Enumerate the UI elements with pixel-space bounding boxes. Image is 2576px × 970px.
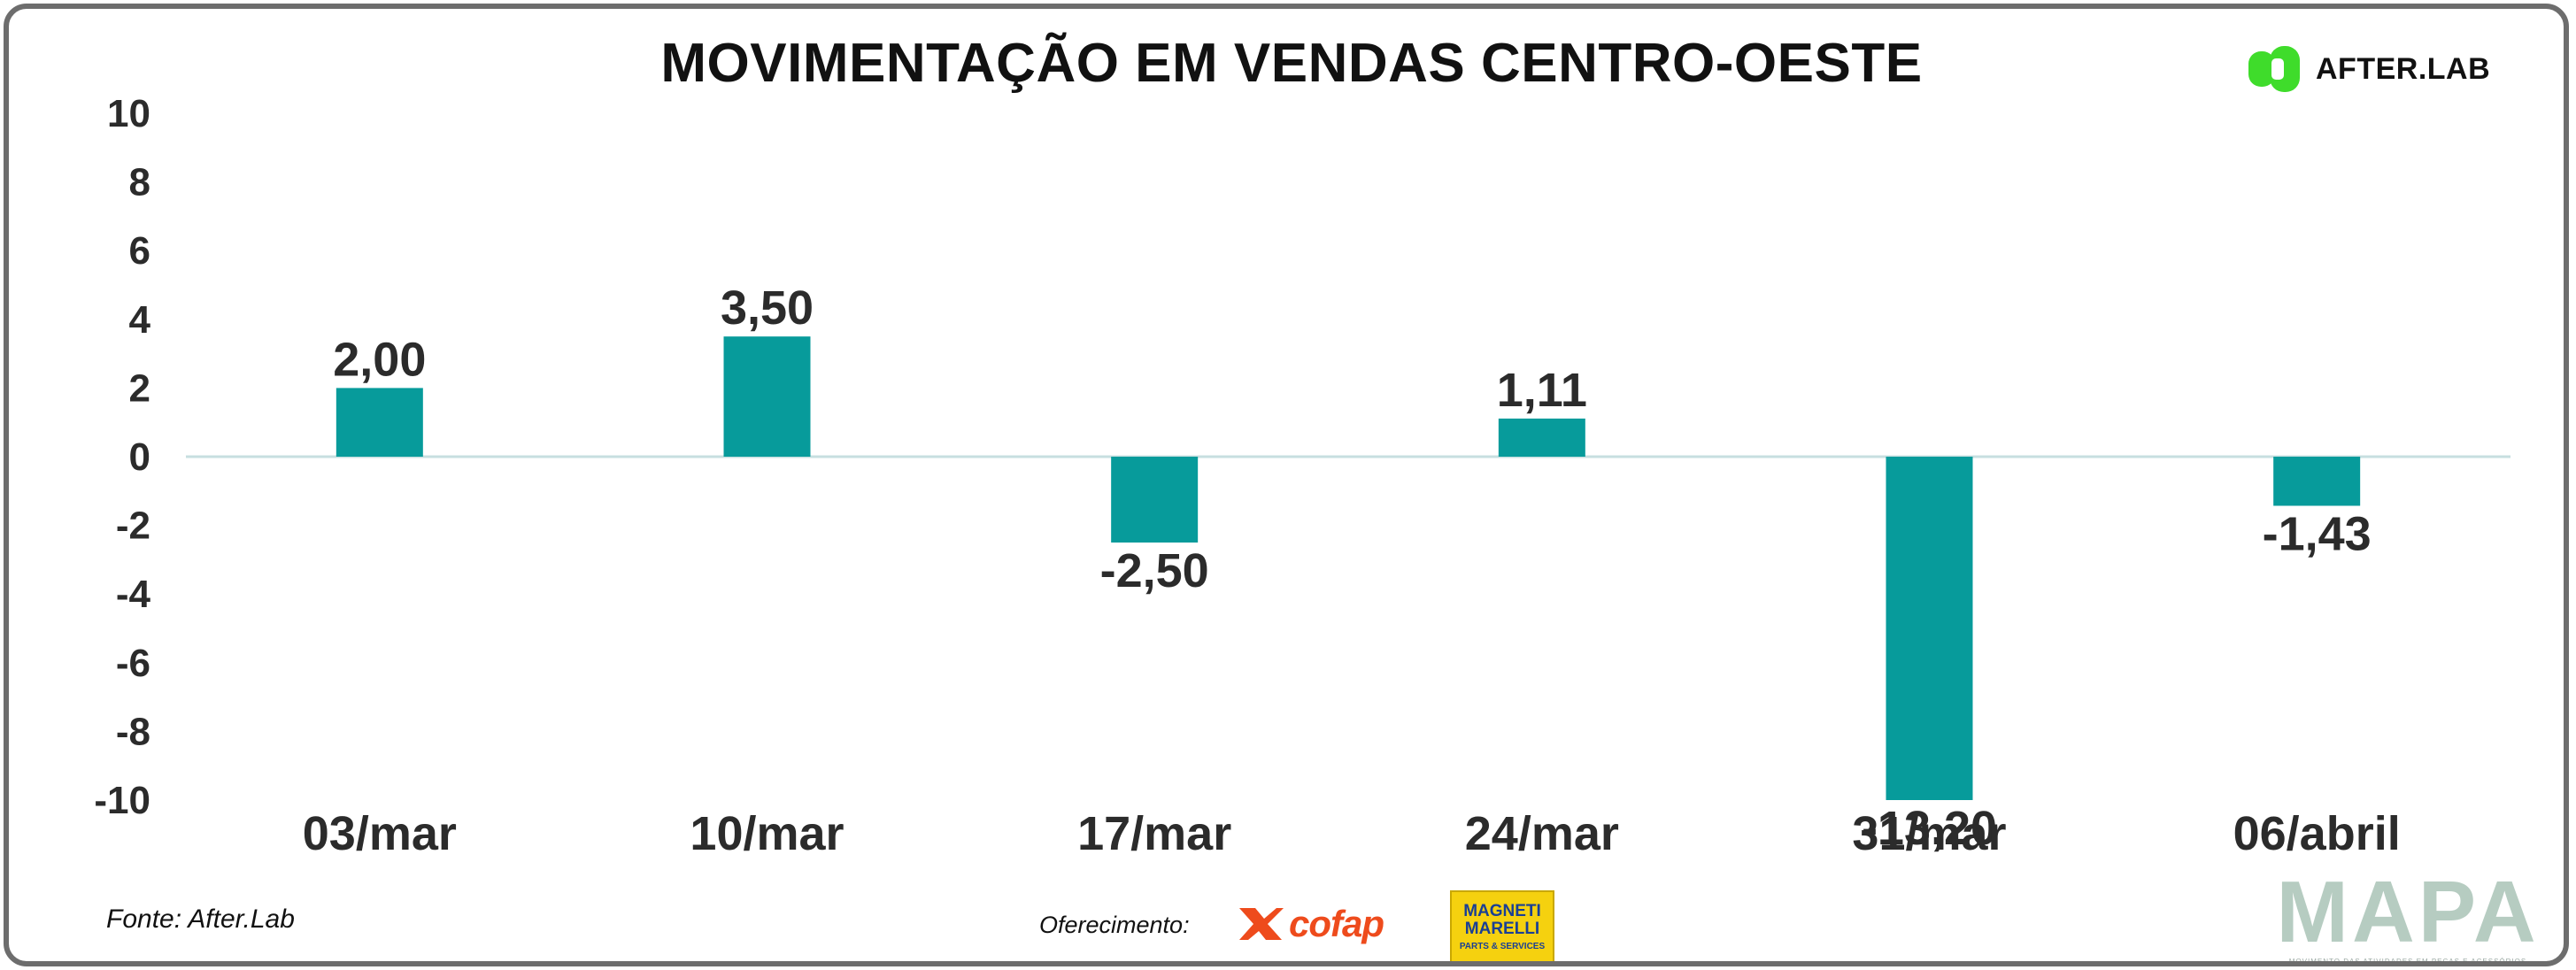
mapa-logo: MAPA — [2276, 863, 2540, 960]
bar — [723, 336, 811, 457]
afterlab-mark-icon — [2248, 46, 2300, 92]
y-axis: 10 8 6 4 2 0 -2 -4 -6 -8 -10 — [94, 92, 150, 822]
cofap-logo-text: cofap — [1289, 903, 1384, 944]
bar — [335, 388, 423, 457]
y-tick-label: -6 — [116, 642, 150, 685]
magneti-marelli-subtitle: PARTS & SERVICES — [1459, 941, 1546, 951]
sponsor-label: Oferecimento: — [1039, 912, 1190, 938]
chart-frame: MOVIMENTAÇÃO EM VENDAS CENTRO-OESTE AFTE… — [4, 4, 2569, 966]
bar — [1886, 457, 1973, 800]
chart-title: MOVIMENTAÇÃO EM VENDAS CENTRO-OESTE — [660, 33, 1923, 94]
y-tick-label: 6 — [129, 229, 150, 273]
cofap-logo: cofap — [1238, 903, 1384, 945]
afterlab-logo-text: AFTER.LAB — [2316, 51, 2491, 86]
data-label: 1,11 — [1497, 364, 1587, 417]
source-note: Fonte: After.Lab — [106, 905, 295, 934]
data-label: 2,00 — [333, 333, 426, 386]
bar — [1498, 418, 1585, 457]
x-tick-label: 31/mar — [1852, 807, 2006, 860]
x-tick-label: 06/abril — [2233, 807, 2401, 860]
bar-chart: 10 8 6 4 2 0 -2 -4 -6 -8 -10 2,00 3,50 -2,50 1,11 -13,… — [94, 92, 2510, 860]
y-tick-label: 4 — [129, 298, 151, 342]
y-tick-label: 0 — [129, 435, 150, 479]
x-tick-label: 03/mar — [303, 807, 457, 860]
y-tick-label: -10 — [94, 779, 150, 822]
data-label: 3,50 — [721, 281, 814, 335]
bar — [2273, 457, 2361, 506]
data-label: -1,43 — [2263, 507, 2372, 560]
bars: 2,00 3,50 -2,50 1,11 -13,20 -1,43 — [333, 281, 2371, 855]
y-tick-label: -4 — [116, 573, 151, 616]
cofap-mark-icon — [1239, 908, 1284, 940]
mapa-tagline: MOVIMENTO DAS ATIVIDADES EM PEÇAS E ACES… — [2288, 958, 2527, 966]
y-tick-label: -2 — [116, 504, 150, 548]
data-label: -13,20 — [1862, 802, 1997, 855]
y-tick-label: 2 — [129, 366, 150, 410]
data-label: -2,50 — [1100, 544, 1209, 597]
x-tick-label: 24/mar — [1465, 807, 1619, 860]
x-tick-label: 17/mar — [1077, 807, 1231, 860]
afterlab-logo: AFTER.LAB — [2248, 44, 2490, 94]
y-tick-label: 10 — [107, 92, 150, 135]
bar — [1111, 457, 1199, 543]
y-tick-label: 8 — [129, 161, 150, 204]
x-tick-label: 10/mar — [690, 807, 844, 860]
magneti-marelli-logo: MAGNETI MARELLI PARTS & SERVICES — [1450, 890, 1554, 961]
x-axis: 03/mar 10/mar 17/mar 24/mar 31/mar 06/abril — [303, 807, 2401, 860]
y-tick-label: -8 — [116, 710, 150, 753]
magneti-marelli-name: MAGNETI MARELLI — [1463, 901, 1541, 938]
